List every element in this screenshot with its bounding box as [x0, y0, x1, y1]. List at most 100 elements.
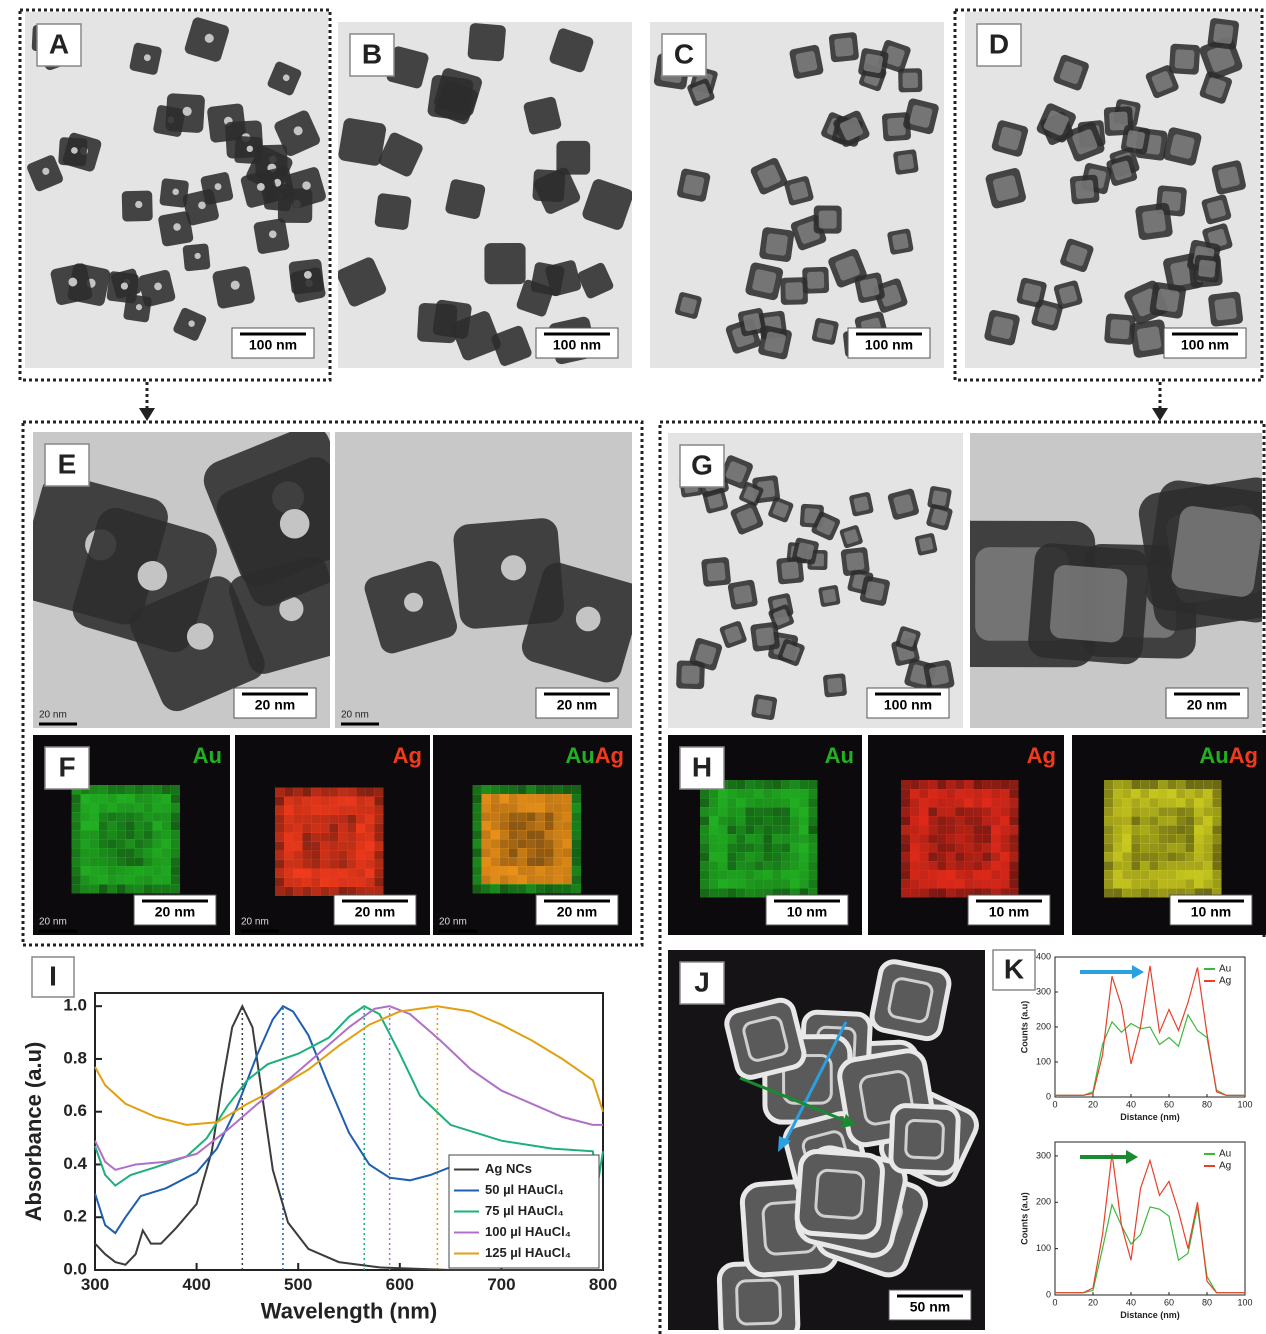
- map-pixel: [937, 861, 947, 871]
- map-pixel: [563, 839, 573, 849]
- map-pixel: [365, 824, 375, 834]
- map-pixel: [973, 870, 983, 880]
- x-tick-label: 60: [1164, 1099, 1174, 1109]
- map-pixel: [955, 870, 965, 880]
- map-pixel: [1140, 861, 1150, 871]
- map-pixel: [473, 839, 483, 849]
- map-pixel: [117, 785, 127, 795]
- map-pixel: [919, 789, 929, 799]
- map-pixel: [763, 798, 773, 808]
- map-pixel: [162, 884, 172, 894]
- map-pixel: [1185, 870, 1195, 880]
- map-pixel: [772, 843, 782, 853]
- map-pixel: [117, 866, 127, 876]
- map-pixel: [554, 803, 564, 813]
- map-pixel: [982, 834, 992, 844]
- map-pixel: [572, 857, 582, 867]
- map-pixel: [500, 884, 510, 894]
- map-pixel: [1131, 879, 1141, 889]
- map-pixel: [527, 857, 537, 867]
- map-pixel: [320, 815, 330, 825]
- x-tick-label: 0: [1052, 1099, 1057, 1109]
- map-pixel: [126, 839, 136, 849]
- map-pixel: [275, 869, 285, 879]
- map-pixel: [1203, 789, 1213, 799]
- map-pixel: [991, 816, 1001, 826]
- map-pixel: [99, 821, 109, 831]
- map-pixel: [1185, 780, 1195, 790]
- map-pixel: [500, 875, 510, 885]
- map-pixel: [763, 843, 773, 853]
- faint-scale-label: 20 nm: [241, 917, 269, 928]
- map-pixel: [799, 798, 809, 808]
- map-pixel: [1158, 888, 1168, 898]
- figure: A100 nmB100 nmC100 nmD100 nmE20 nm20 nm2…: [0, 0, 1266, 1334]
- map-pixel: [1167, 798, 1177, 808]
- map-pixel: [1104, 816, 1114, 826]
- map-pixel: [108, 794, 118, 804]
- map-pixel: [365, 878, 375, 888]
- map-pixel: [518, 857, 528, 867]
- map-pixel: [518, 803, 528, 813]
- scale-bar-label: 20 nm: [255, 697, 295, 713]
- map-pixel: [1212, 807, 1222, 817]
- scale-bar-label: 100 nm: [884, 697, 932, 713]
- map-pixel: [745, 825, 755, 835]
- map-pixel: [1158, 816, 1168, 826]
- map-pixel: [1149, 825, 1159, 835]
- map-pixel: [500, 812, 510, 822]
- map-pixel: [1104, 825, 1114, 835]
- map-pixel: [117, 812, 127, 822]
- map-pixel: [108, 848, 118, 858]
- map-pixel: [563, 803, 573, 813]
- map-pixel: [302, 797, 312, 807]
- map-pixel: [329, 806, 339, 816]
- map-pixel: [117, 794, 127, 804]
- particle: [1135, 202, 1174, 241]
- y-tick-label: 100: [1036, 1243, 1051, 1253]
- map-pixel: [1149, 879, 1159, 889]
- map-pixel: [1212, 834, 1222, 844]
- map-pixel: [275, 860, 285, 870]
- map-pixel: [937, 825, 947, 835]
- particle: [1070, 174, 1100, 204]
- map-pixel: [527, 794, 537, 804]
- map-pixel: [162, 803, 172, 813]
- map-pixel: [982, 852, 992, 862]
- particle: [927, 486, 952, 511]
- map-pixel: [117, 803, 127, 813]
- particle-shell: [724, 997, 807, 1080]
- map-pixel: [718, 798, 728, 808]
- map-pixel: [1122, 852, 1132, 862]
- map-pixel: [293, 806, 303, 816]
- map-pixel: [754, 798, 764, 808]
- map-pixel: [144, 794, 154, 804]
- map-pixel: [946, 843, 956, 853]
- map-pixel: [171, 884, 181, 894]
- map-pixel: [554, 875, 564, 885]
- map-pixel: [1140, 798, 1150, 808]
- particle: [1027, 542, 1150, 665]
- map-pixel: [284, 815, 294, 825]
- map-pixel: [700, 852, 710, 862]
- map-pixel: [275, 887, 285, 897]
- particle: [776, 556, 804, 584]
- map-pixel: [754, 879, 764, 889]
- panel-label: E: [58, 448, 77, 479]
- map-pixel: [727, 807, 737, 817]
- map-pixel: [982, 807, 992, 817]
- map-pixel: [1131, 888, 1141, 898]
- particle-core: [785, 282, 803, 300]
- map-pixel: [284, 806, 294, 816]
- map-pixel: [1009, 879, 1019, 889]
- map-pixel: [763, 816, 773, 826]
- particle-shell: [796, 1150, 884, 1238]
- map-pixel: [284, 851, 294, 861]
- x-tick-label: 80: [1202, 1297, 1212, 1307]
- map-pixel: [1104, 879, 1114, 889]
- particle: [122, 191, 153, 222]
- map-pixel: [973, 834, 983, 844]
- map-pixel: [284, 842, 294, 852]
- map-pixel: [518, 848, 528, 858]
- map-pixel: [536, 839, 546, 849]
